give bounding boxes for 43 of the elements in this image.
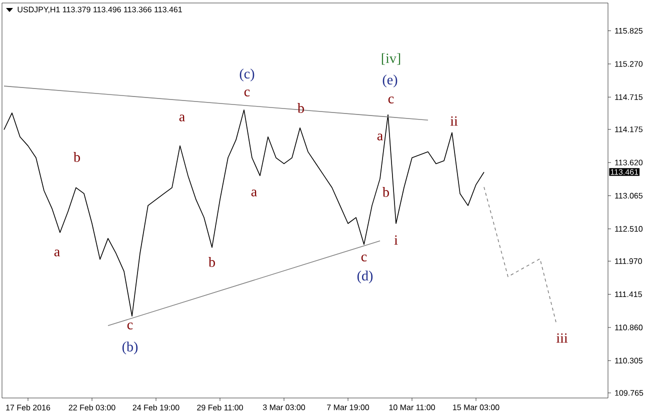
x-tick-label: 24 Feb 19:00 [132, 404, 180, 410]
y-tick-label: 115.270 [615, 61, 643, 67]
annotation: b [74, 152, 80, 162]
annotation: b [208, 257, 215, 267]
y-tick-label: 109.765 [615, 390, 644, 396]
y-tick-label: 111.970 [615, 258, 642, 264]
chart-title: USDJPY,H1 113.379 113.496 113.366 113.461 [18, 6, 182, 14]
line-series [484, 186, 556, 322]
annotation: c [361, 254, 367, 262]
y-tick-label: 114.175 [615, 126, 643, 132]
annotation: a [179, 114, 185, 122]
y-tick-label: 113.065 [615, 192, 643, 199]
annotation: iii [556, 333, 568, 343]
x-tick-label: 7 Mar 19:00 [327, 404, 370, 410]
y-tick-label: 114.715 [615, 94, 643, 100]
annotation: b [382, 187, 389, 197]
y-tick-label: 110.860 [615, 324, 643, 330]
annotation: (c) [240, 68, 254, 82]
x-tick-label: 29 Feb 11:00 [197, 404, 243, 410]
x-tick-label: 3 Mar 03:00 [262, 404, 306, 410]
x-tick-label: 17 Feb 2016 [6, 404, 50, 410]
y-tick-label: 112.510 [615, 226, 643, 232]
annotation: (b) [122, 342, 138, 354]
annotation: c [127, 322, 133, 330]
annotation: (d) [357, 270, 373, 284]
x-tick-label: 22 Feb 03:00 [68, 404, 116, 410]
y-tick-label: 113.620 [615, 160, 643, 166]
x-tick-label: 10 Mar 11:00 [389, 404, 435, 410]
annotation: b [298, 103, 304, 113]
annotation: c [388, 96, 394, 104]
annotation: ii [450, 116, 458, 126]
annotation: (e) [382, 74, 398, 88]
x-tick-label: 15 Mar 03:00 [453, 404, 500, 410]
y-tick-label: 115.825 [615, 28, 643, 34]
y-tick-label: 111.415 [615, 292, 642, 298]
text: 113.461 [610, 169, 638, 175]
annotation: a [251, 190, 257, 196]
annotation: c [244, 90, 250, 96]
annotation: a [54, 250, 60, 256]
y-tick-label: 110.305 [615, 358, 643, 364]
annotation: i [394, 235, 398, 245]
annotation: a [377, 134, 383, 140]
annotation: [iv] [382, 53, 400, 65]
